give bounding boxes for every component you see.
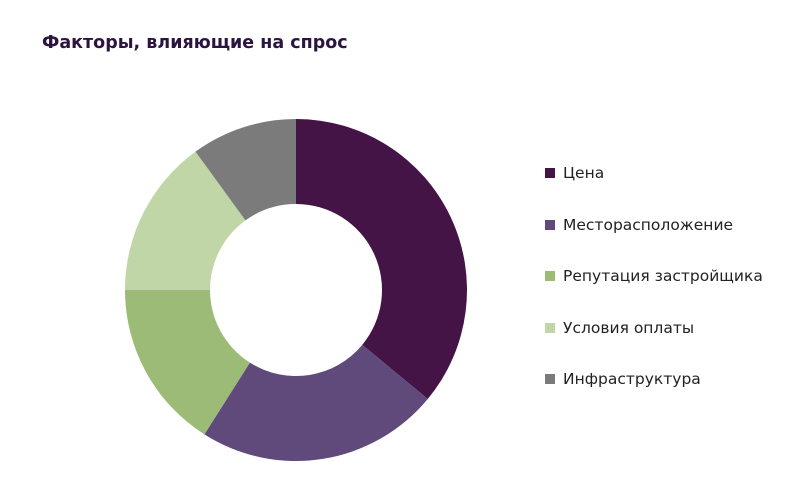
chart-legend: Цена Месторасположение Репутация застройщи… xyxy=(545,160,763,418)
donut-slice xyxy=(125,151,246,290)
legend-swatch xyxy=(545,219,555,230)
legend-item: Месторасположение xyxy=(545,212,763,238)
legend-swatch xyxy=(545,168,555,178)
legend-item: Условия оплаты xyxy=(545,315,763,341)
donut-slice xyxy=(296,119,467,399)
donut-slice xyxy=(195,119,296,221)
legend-item: Репутация застройщика xyxy=(545,263,763,289)
chart-title: Факторы, влияющие на спрос xyxy=(42,33,348,53)
legend-label: Инфраструктура xyxy=(563,370,701,388)
donut-slice xyxy=(204,344,428,461)
legend-label: Условия оплаты xyxy=(563,318,695,337)
legend-label: Цена xyxy=(563,164,605,182)
donut-slice xyxy=(125,290,250,435)
legend-swatch xyxy=(545,374,555,384)
legend-item: Цена xyxy=(545,160,763,186)
legend-swatch xyxy=(545,271,555,281)
legend-label: Репутация застройщика xyxy=(563,267,763,285)
legend-label: Месторасположение xyxy=(563,215,734,234)
legend-item: Инфраструктура xyxy=(545,366,763,392)
legend-swatch xyxy=(545,322,555,333)
